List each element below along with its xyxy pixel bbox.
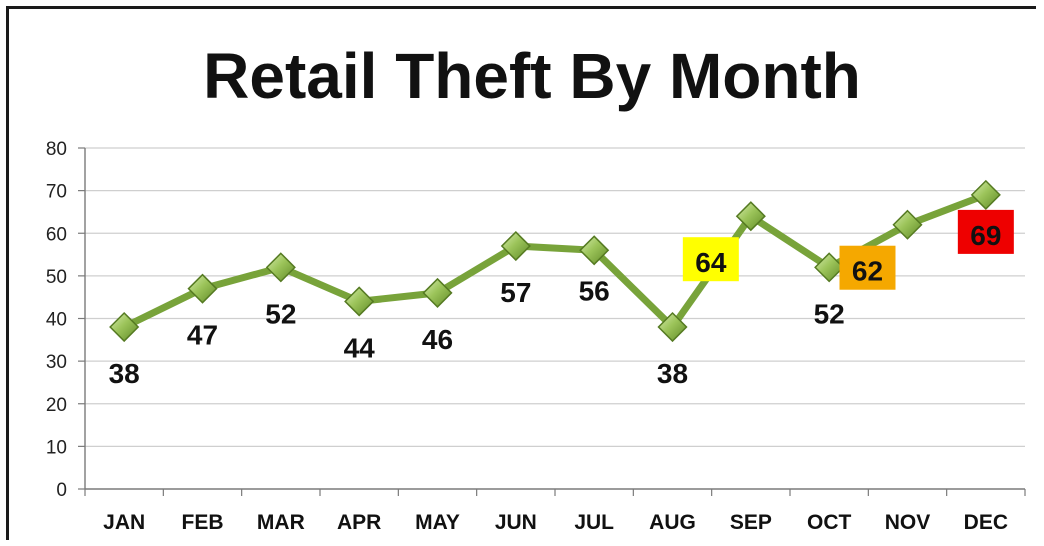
- data-point-nov: [892, 209, 923, 240]
- data-point-jul: [579, 235, 610, 266]
- data-point-dec: [970, 179, 1001, 210]
- axes: [78, 147, 1026, 496]
- data-label-oct: 52: [814, 298, 845, 329]
- data-label-nov: 62: [852, 256, 883, 287]
- data-label-jul: 56: [579, 275, 610, 306]
- x-tick-label-jan: JAN: [103, 511, 145, 534]
- data-label-dec: 69: [970, 220, 1001, 251]
- y-tick-label: 30: [46, 352, 67, 373]
- y-axis-tick-labels: 0 10 20 30 40 50 60 70 80: [46, 139, 67, 501]
- data-label-aug: 38: [657, 358, 688, 389]
- data-point-apr: [344, 286, 375, 317]
- data-point-jun: [500, 230, 531, 262]
- data-label-highlight-dec: [957, 209, 1014, 254]
- data-label-sep: 64: [695, 247, 727, 278]
- y-tick-label: 60: [46, 224, 67, 245]
- y-tick-label: 40: [46, 310, 67, 331]
- data-label-jan: 38: [109, 358, 140, 389]
- data-label-apr: 44: [344, 332, 376, 363]
- x-tick-label-jul: JUL: [574, 511, 614, 534]
- data-label-may: 46: [422, 324, 453, 355]
- x-tick-label-oct: OCT: [807, 511, 852, 534]
- chart-title: Retail Theft By Month: [203, 40, 861, 112]
- x-tick-label-feb: FEB: [182, 511, 224, 534]
- x-tick-label-aug: AUG: [649, 511, 696, 534]
- y-tick-label: 0: [56, 480, 67, 501]
- gridlines: [85, 147, 1025, 447]
- data-point-feb: [187, 273, 218, 304]
- data-point-aug: [657, 311, 688, 343]
- data-label-jun: 57: [500, 277, 531, 308]
- data-point-sep: [735, 201, 766, 232]
- data-point-may: [422, 277, 453, 308]
- x-tick-label-sep: SEP: [730, 511, 772, 534]
- y-tick-label: 10: [46, 437, 67, 458]
- data-point-mar: [265, 252, 296, 283]
- y-tick-label: 80: [46, 139, 67, 160]
- x-tick-label-nov: NOV: [885, 511, 931, 534]
- y-tick-label: 70: [46, 182, 67, 203]
- x-tick-label-mar: MAR: [257, 511, 305, 534]
- data-label-mar: 52: [265, 298, 296, 329]
- data-label-highlight-sep: [682, 237, 739, 282]
- data-label-feb: 47: [187, 320, 218, 351]
- data-point-oct: [814, 252, 845, 283]
- series-markers: [109, 179, 1001, 343]
- data-label-highlight-nov: [839, 245, 896, 290]
- y-tick-label: 50: [46, 267, 67, 288]
- x-axis-tick-labels: JAN FEB MAR APR MAY JUN JUL AUG SEP OCT NOV DEC: [103, 511, 1008, 534]
- y-tick-label: 20: [46, 395, 67, 416]
- x-tick-label-dec: DEC: [964, 511, 1008, 534]
- x-tick-label-apr: APR: [337, 511, 381, 534]
- data-point-jan: [109, 311, 140, 343]
- x-tick-label-jun: JUN: [495, 511, 537, 534]
- x-tick-label-may: MAY: [415, 511, 460, 534]
